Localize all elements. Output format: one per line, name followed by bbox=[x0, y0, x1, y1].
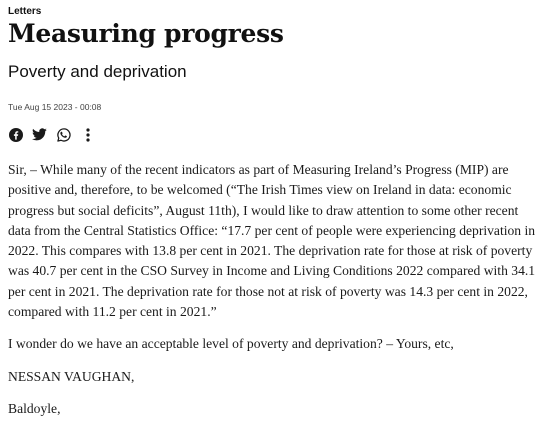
share-bar bbox=[8, 127, 95, 142]
section-link[interactable]: Letters bbox=[8, 6, 42, 17]
body-paragraph: Sir, – While many of the recent indicato… bbox=[8, 162, 536, 320]
whatsapp-icon[interactable] bbox=[56, 127, 71, 142]
article-body: Sir, – While many of the recent indicato… bbox=[8, 160, 536, 431]
facebook-icon[interactable] bbox=[8, 127, 23, 142]
article-title: Measuring progress bbox=[8, 19, 284, 48]
more-options-icon[interactable] bbox=[80, 127, 95, 142]
publish-timestamp: Tue Aug 15 2023 - 00:08 bbox=[8, 102, 102, 112]
twitter-icon[interactable] bbox=[32, 127, 47, 142]
body-paragraph: I wonder do we have an acceptable level … bbox=[8, 336, 454, 352]
article-subtitle: Poverty and deprivation bbox=[8, 62, 187, 81]
signature-name: NESSAN VAUGHAN, bbox=[8, 368, 135, 384]
signature-location: Baldoyle, bbox=[8, 400, 61, 416]
